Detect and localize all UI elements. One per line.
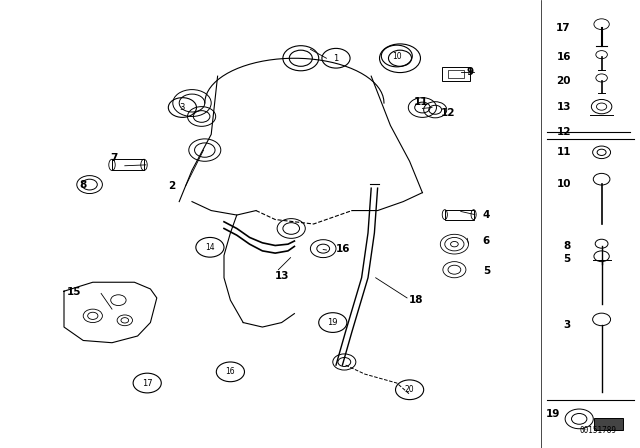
Bar	[594, 418, 623, 430]
Text: 8: 8	[79, 180, 87, 190]
Text: 6: 6	[483, 236, 490, 246]
Text: 17: 17	[556, 23, 571, 33]
Text: 13: 13	[556, 102, 571, 112]
Text: 5: 5	[564, 254, 571, 264]
Text: 1: 1	[333, 54, 339, 63]
Text: 4: 4	[483, 210, 490, 220]
Text: 18: 18	[409, 295, 423, 305]
Bar	[448, 70, 464, 78]
Text: 16: 16	[336, 244, 350, 254]
Text: 19: 19	[328, 318, 338, 327]
Text: 20: 20	[404, 385, 415, 394]
Text: 16: 16	[556, 52, 571, 62]
Text: 11: 11	[414, 97, 428, 107]
Text: 00151789: 00151789	[580, 426, 617, 435]
Text: 17: 17	[142, 379, 152, 388]
Text: 9: 9	[467, 67, 474, 77]
Text: 3: 3	[564, 320, 571, 330]
Text: 8: 8	[564, 241, 571, 251]
Text: 19: 19	[546, 409, 560, 419]
Text: 15: 15	[67, 287, 81, 297]
Text: 5: 5	[483, 266, 490, 276]
Text: 11: 11	[556, 147, 571, 157]
Text: 3: 3	[180, 103, 185, 112]
Text: 12: 12	[441, 108, 455, 118]
Text: 10: 10	[392, 52, 402, 60]
Bar	[112, 159, 144, 170]
Bar	[445, 210, 474, 220]
Text: 7: 7	[110, 153, 118, 163]
Text: 13: 13	[275, 271, 289, 281]
Bar	[442, 67, 470, 81]
Text: 2: 2	[168, 181, 175, 191]
Text: 16: 16	[225, 367, 236, 376]
Text: 12: 12	[556, 127, 571, 137]
Text: 20: 20	[556, 76, 571, 86]
Text: 10: 10	[556, 179, 571, 189]
Text: 14: 14	[205, 243, 215, 252]
